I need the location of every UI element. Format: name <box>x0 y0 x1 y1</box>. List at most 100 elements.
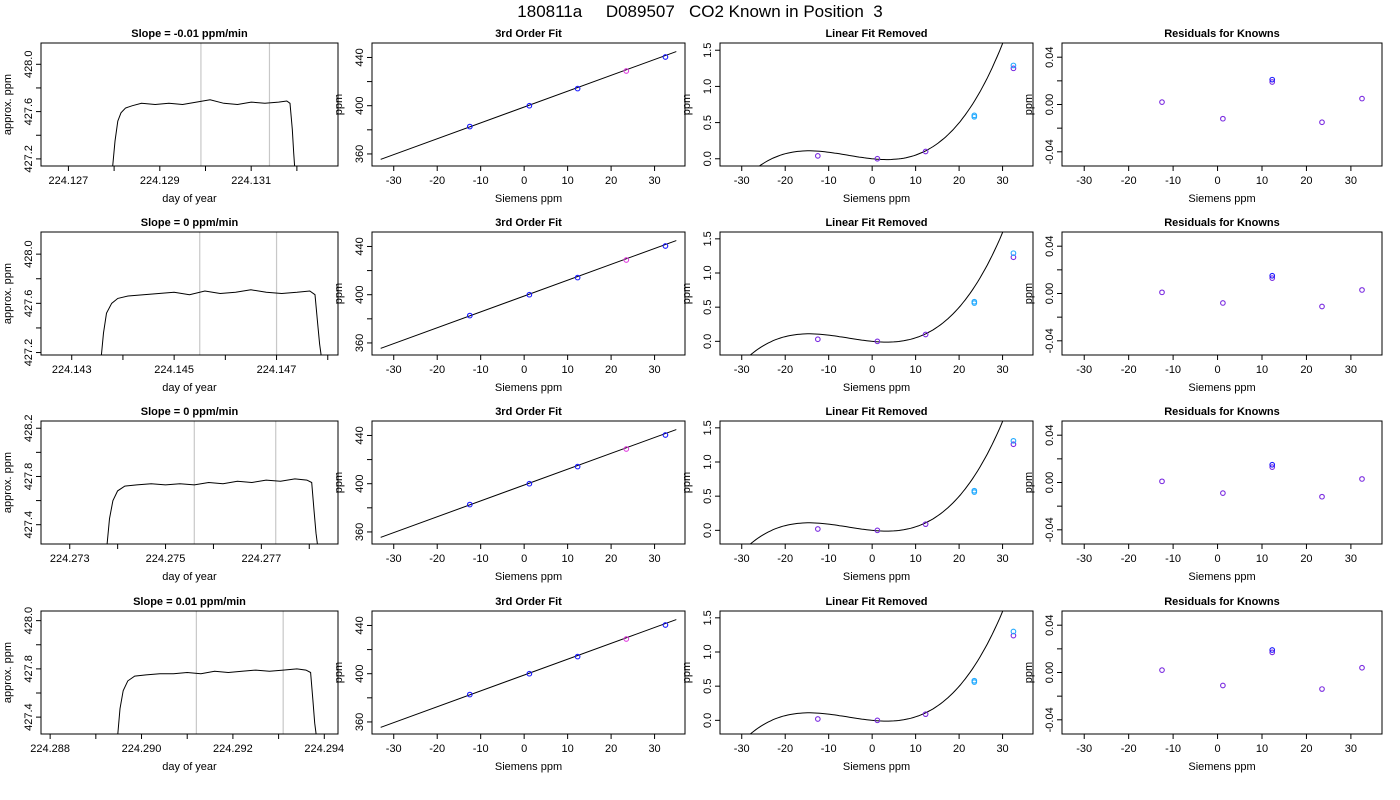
x-axis-label: day of year <box>162 193 217 205</box>
y-axis-label: ppm <box>681 94 693 115</box>
x-tick-label: 10 <box>910 364 922 376</box>
y-tick-label: 428.0 <box>23 51 35 79</box>
plot-data <box>749 232 1017 355</box>
x-tick-label: 30 <box>648 553 660 565</box>
x-tick-label: -20 <box>777 175 793 187</box>
data-point <box>526 291 533 298</box>
x-tick-label: -10 <box>1165 743 1181 755</box>
plot-data <box>749 611 1017 734</box>
plot-frame <box>40 231 339 356</box>
resid-panel-row-4: Residuals for Knowns Siemens ppm ppm -30 -20… <box>1023 596 1383 773</box>
x-axis-label: Siemens ppm <box>843 193 910 205</box>
x-tick-label: 0 <box>1214 553 1220 565</box>
plot-frame <box>371 231 686 356</box>
data-point <box>814 336 821 343</box>
x-tick-label: -30 <box>386 364 402 376</box>
linear-panel-row-4: Linear Fit Removed Siemens ppm ppm -30 -20 -1… <box>681 596 1034 773</box>
y-tick-label: -0.04 <box>1044 139 1056 164</box>
data-point <box>971 677 978 684</box>
x-tick-label: 10 <box>562 175 574 187</box>
fit-curve <box>749 232 1004 355</box>
data-point <box>814 526 821 532</box>
y-tick-label: 0.00 <box>1044 662 1056 683</box>
data-point <box>874 717 881 724</box>
y-tick-label: 360 <box>354 145 366 163</box>
data-point <box>1269 461 1276 468</box>
data-point <box>1159 478 1165 485</box>
data-point <box>1359 287 1365 293</box>
y-tick-label: 0.0 <box>702 151 714 166</box>
x-tick-label: -20 <box>429 553 445 565</box>
x-tick-label: 20 <box>605 743 617 755</box>
x-tick-label: 10 <box>562 364 574 376</box>
y-tick-label: 360 <box>354 334 366 352</box>
x-tick-label: -10 <box>821 743 837 755</box>
x-tick-label: -30 <box>734 553 750 565</box>
data-point <box>623 636 630 642</box>
fit-curve <box>758 43 1004 166</box>
y-tick-label: 440 <box>354 426 366 444</box>
linear-panel-row-3: Linear Fit Removed Siemens ppm ppm -30 -20 -1… <box>681 406 1034 583</box>
data-point <box>874 155 881 162</box>
x-tick-label: 0 <box>869 553 875 565</box>
data-point <box>1010 441 1017 448</box>
y-axis-label: ppm <box>681 472 693 493</box>
y-tick-label: 428.0 <box>23 607 35 635</box>
x-tick-label: -30 <box>734 175 750 187</box>
x-tick-label: 10 <box>1256 553 1268 565</box>
y-tick-label: 360 <box>354 523 366 541</box>
x-tick-label: 224.292 <box>213 743 253 755</box>
x-axis-label: day of year <box>162 382 217 394</box>
y-tick-label: 400 <box>354 475 366 493</box>
data-point <box>466 691 473 698</box>
x-tick-label: -10 <box>821 364 837 376</box>
y-tick-label: 0.04 <box>1044 614 1056 635</box>
data-point <box>1010 62 1017 69</box>
data-point <box>874 527 881 534</box>
data-point <box>1269 272 1276 279</box>
data-point <box>623 446 630 452</box>
y-tick-label: 1.0 <box>702 79 714 94</box>
y-tick-label: 1.0 <box>702 265 714 280</box>
y-axis-label: ppm <box>333 94 345 115</box>
data-point <box>1359 95 1365 102</box>
data-point <box>466 312 473 319</box>
data-point <box>1220 300 1226 306</box>
plot-data <box>1159 461 1365 500</box>
x-tick-label: 10 <box>562 743 574 755</box>
y-tick-label: 0.04 <box>1044 235 1056 256</box>
data-point <box>574 274 581 281</box>
data-point <box>1010 628 1017 635</box>
y-tick-label: 427.4 <box>23 703 35 731</box>
x-axis-label: day of year <box>162 761 217 773</box>
x-axis-label: Siemens ppm <box>1188 571 1255 583</box>
x-tick-label: -10 <box>473 553 489 565</box>
x-tick-label: -20 <box>429 743 445 755</box>
y-axis-label: ppm <box>681 662 693 683</box>
y-axis-label: approx. ppm <box>2 74 14 135</box>
x-tick-label: 224.277 <box>241 553 281 565</box>
x-axis-label: Siemens ppm <box>1188 193 1255 205</box>
x-tick-label: 0 <box>521 743 527 755</box>
x-tick-label: -30 <box>734 364 750 376</box>
y-tick-label: 0.0 <box>702 713 714 728</box>
plot-data <box>117 611 317 734</box>
plot-data <box>1159 76 1365 126</box>
x-tick-label: -10 <box>821 553 837 565</box>
x-tick-label: 224.273 <box>50 553 90 565</box>
y-tick-label: 360 <box>354 713 366 731</box>
data-point <box>1159 289 1165 296</box>
y-tick-label: 427.6 <box>23 98 35 126</box>
x-tick-label: 224.145 <box>154 364 194 376</box>
y-axis-label: ppm <box>333 472 345 493</box>
data-point <box>814 716 821 722</box>
linear-panel-row-1: Linear Fit Removed Siemens ppm ppm -30 -20 -1… <box>681 28 1034 205</box>
x-axis-label: Siemens ppm <box>1188 382 1255 394</box>
y-axis-label: ppm <box>1023 283 1035 304</box>
x-tick-label: 30 <box>648 743 660 755</box>
data-point <box>662 54 669 60</box>
y-tick-label: 0.0 <box>702 334 714 349</box>
x-tick-label: 10 <box>1256 175 1268 187</box>
x-tick-label: 224.275 <box>146 553 186 565</box>
